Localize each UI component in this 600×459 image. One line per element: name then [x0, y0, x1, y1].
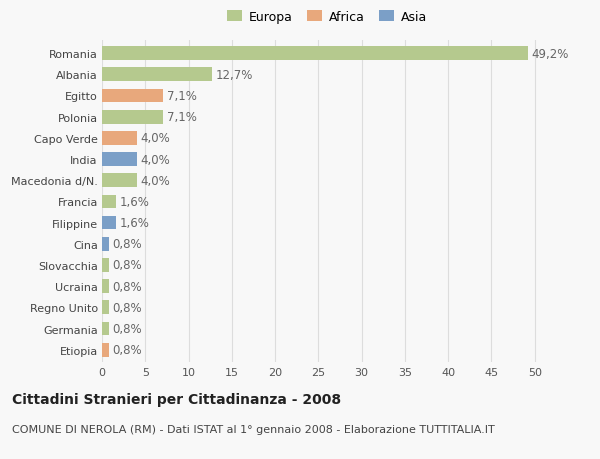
- Text: 4,0%: 4,0%: [140, 174, 170, 187]
- Bar: [102, 258, 109, 272]
- Bar: [102, 237, 109, 251]
- Bar: [102, 68, 212, 82]
- Bar: [102, 343, 109, 357]
- Text: 4,0%: 4,0%: [140, 132, 170, 145]
- Bar: [102, 111, 163, 124]
- Text: 12,7%: 12,7%: [215, 69, 253, 82]
- Bar: [102, 47, 528, 61]
- Text: 0,8%: 0,8%: [112, 238, 142, 251]
- Bar: [102, 216, 116, 230]
- Text: 7,1%: 7,1%: [167, 111, 197, 124]
- Bar: [102, 174, 137, 188]
- Text: 0,8%: 0,8%: [112, 322, 142, 335]
- Legend: Europa, Africa, Asia: Europa, Africa, Asia: [222, 6, 432, 28]
- Bar: [102, 132, 137, 146]
- Bar: [102, 90, 163, 103]
- Bar: [102, 280, 109, 293]
- Text: 49,2%: 49,2%: [531, 48, 569, 61]
- Bar: [102, 322, 109, 336]
- Text: 1,6%: 1,6%: [119, 217, 149, 230]
- Text: 4,0%: 4,0%: [140, 153, 170, 166]
- Text: 0,8%: 0,8%: [112, 280, 142, 293]
- Text: 1,6%: 1,6%: [119, 196, 149, 208]
- Bar: [102, 301, 109, 314]
- Text: 7,1%: 7,1%: [167, 90, 197, 103]
- Text: 0,8%: 0,8%: [112, 259, 142, 272]
- Text: COMUNE DI NEROLA (RM) - Dati ISTAT al 1° gennaio 2008 - Elaborazione TUTTITALIA.: COMUNE DI NEROLA (RM) - Dati ISTAT al 1°…: [12, 425, 495, 435]
- Bar: [102, 195, 116, 209]
- Bar: [102, 153, 137, 167]
- Text: 0,8%: 0,8%: [112, 343, 142, 356]
- Text: 0,8%: 0,8%: [112, 301, 142, 314]
- Text: Cittadini Stranieri per Cittadinanza - 2008: Cittadini Stranieri per Cittadinanza - 2…: [12, 392, 341, 406]
